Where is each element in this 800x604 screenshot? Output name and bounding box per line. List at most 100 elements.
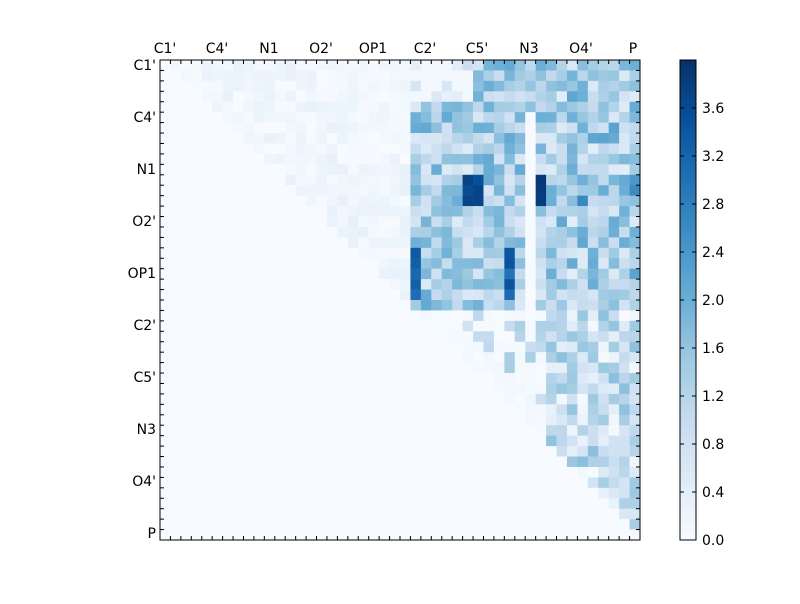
heatmap-cell [295, 216, 307, 228]
heatmap-cell [493, 498, 505, 509]
heatmap-cell [347, 174, 359, 186]
heatmap-cell [587, 143, 599, 155]
heatmap-cell [566, 122, 578, 134]
heatmap-cell [337, 508, 349, 520]
heatmap-cell [368, 373, 380, 384]
heatmap-cell [483, 164, 495, 176]
heatmap-cell [546, 487, 557, 499]
heatmap-cell [170, 268, 182, 280]
heatmap-cell [358, 456, 369, 468]
heatmap-cell [441, 393, 453, 405]
heatmap-cell [170, 352, 182, 363]
heatmap-cell [337, 383, 349, 395]
heatmap-cell [420, 153, 432, 165]
heatmap-cell [462, 425, 474, 436]
heatmap-cell [619, 80, 630, 92]
heatmap-cell [629, 122, 641, 134]
heatmap-cell [598, 320, 609, 332]
heatmap-cell [462, 195, 474, 207]
heatmap-cell [577, 446, 589, 457]
heatmap-cell [358, 143, 369, 155]
heatmap-cell [629, 174, 641, 186]
heatmap-cell [410, 185, 422, 196]
heatmap-cell [493, 133, 505, 144]
heatmap-cell [170, 435, 182, 447]
heatmap-cell [264, 487, 276, 499]
heatmap-cell [326, 226, 338, 238]
heatmap-cell [577, 404, 589, 416]
heatmap-cell [473, 206, 484, 217]
heatmap-cell [473, 226, 484, 238]
heatmap-cell [295, 70, 307, 82]
heatmap-cell [493, 164, 505, 176]
heatmap-cell [556, 143, 568, 155]
heatmap-cell [180, 310, 192, 322]
heatmap-cell [493, 122, 505, 134]
heatmap-cell [504, 164, 516, 176]
heatmap-cell [212, 456, 223, 468]
heatmap-cell [201, 508, 213, 520]
heatmap-cell [180, 216, 192, 228]
heatmap-cell [180, 414, 192, 426]
heatmap-cell [264, 258, 276, 269]
heatmap-cell [431, 508, 443, 520]
heatmap-cell [326, 258, 338, 269]
heatmap-cell [546, 477, 557, 489]
heatmap-cell [462, 466, 474, 478]
heatmap-cell [556, 362, 568, 374]
heatmap-cell [619, 247, 630, 259]
heatmap-cell [337, 143, 349, 155]
heatmap-cell [191, 279, 203, 290]
heatmap-cell [556, 195, 568, 207]
heatmap-cell [420, 101, 432, 113]
heatmap-cell [566, 477, 578, 489]
heatmap-cell [295, 247, 307, 259]
heatmap-cell [452, 289, 463, 301]
heatmap-cell [535, 70, 547, 82]
heatmap-cell [222, 331, 234, 343]
heatmap-cell [420, 289, 432, 301]
heatmap-cell [170, 216, 182, 228]
heatmap-cell [379, 466, 390, 478]
heatmap-cell [535, 373, 547, 384]
heatmap-cell [180, 466, 192, 478]
heatmap-cell [473, 362, 484, 374]
heatmap-cell [535, 60, 547, 71]
heatmap-cell [295, 331, 307, 343]
heatmap-cell [608, 133, 620, 144]
heatmap-cell [420, 404, 432, 416]
heatmap-cell [546, 519, 557, 530]
heatmap-cell [191, 70, 203, 82]
heatmap-cell [379, 519, 390, 530]
x-tick-label: O2' [309, 41, 333, 57]
heatmap-cell [347, 289, 359, 301]
heatmap-cell [587, 206, 599, 217]
heatmap-cell [566, 133, 578, 144]
heatmap-cell [212, 70, 223, 82]
heatmap-cell [420, 373, 432, 384]
heatmap-cell [212, 320, 223, 332]
heatmap-cell [535, 80, 547, 92]
heatmap-cell [556, 352, 568, 363]
heatmap-cell [400, 153, 411, 165]
heatmap-cell [243, 80, 255, 92]
heatmap-cell [295, 133, 307, 144]
heatmap-cell [326, 91, 338, 103]
heatmap-cell [285, 226, 296, 238]
heatmap-cell [556, 383, 568, 395]
heatmap-cell [514, 289, 526, 301]
heatmap-cell [316, 383, 328, 395]
heatmap-cell [546, 258, 557, 269]
heatmap-cell [295, 320, 307, 332]
heatmap-cell [389, 133, 401, 144]
heatmap-cell [316, 373, 328, 384]
heatmap-cell [358, 352, 369, 363]
heatmap-cell [379, 414, 390, 426]
heatmap-cell [483, 508, 495, 520]
heatmap-cell [431, 446, 443, 457]
heatmap-cell [483, 80, 495, 92]
heatmap-cell [191, 414, 203, 426]
heatmap-cell [170, 122, 182, 134]
heatmap-cell [347, 247, 359, 259]
heatmap-cell [452, 466, 463, 478]
